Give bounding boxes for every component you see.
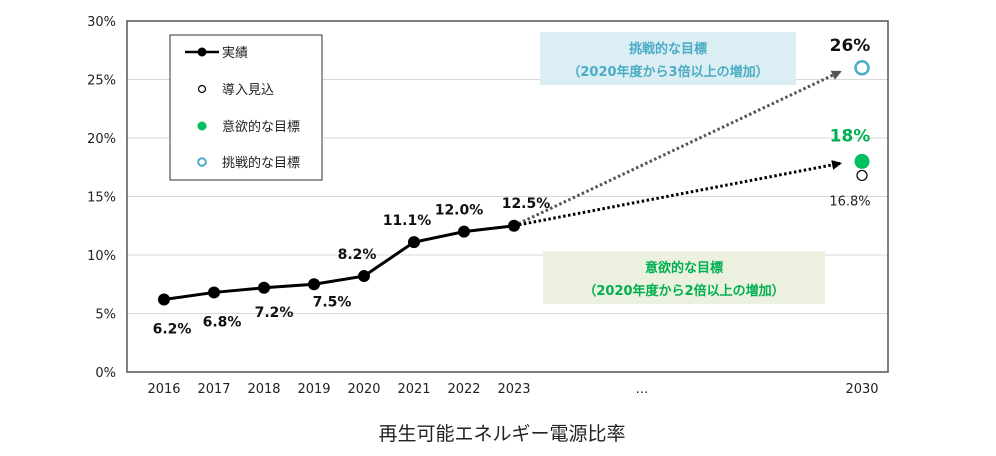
- data-label-2017: 6.8%: [203, 314, 242, 330]
- y-tick-label: 30%: [87, 15, 116, 30]
- x-tick-label: 2022: [447, 382, 480, 397]
- actual-point-2018: [258, 281, 270, 294]
- actual-point-2020: [358, 270, 370, 283]
- data-label-challenge: 26%: [830, 36, 871, 56]
- annotation-challenge-line2: （2020年度から3倍以上の増加）: [567, 64, 768, 80]
- arrow-to-ambitious-target: [513, 159, 842, 228]
- annotation-ambitious: 意欲的な目標 （2020年度から2倍以上の増加）: [543, 251, 825, 304]
- annotation-ambitious-line1: 意欲的な目標: [645, 260, 723, 276]
- x-tick-label: 2023: [497, 382, 530, 397]
- data-labels: 6.2% 6.8% 7.2% 7.5% 8.2% 11.1%12.0% 12.5% 26% 18…: [153, 36, 871, 338]
- annotation-ambitious-line2: （2020年度から2倍以上の増加）: [583, 283, 784, 299]
- plot-area-frame: [126, 20, 889, 373]
- legend-box: [169, 34, 323, 181]
- chart-title: 再生可能エネルギー電源比率: [378, 423, 625, 445]
- x-tick-label: 2021: [397, 382, 430, 397]
- annotation-challenge: 挑戦的な目標 （2020年度から3倍以上の増加）: [540, 32, 796, 85]
- y-axis-ticks: 0% 5% 10% 15% 20% 25% 30%: [87, 15, 116, 381]
- x-tick-label: 2018: [247, 382, 280, 397]
- annotation-challenge-bg: [540, 32, 796, 85]
- challenge-target-point: [854, 60, 870, 76]
- data-label-2023: 12.5%: [502, 196, 551, 212]
- actual-point-2017: [208, 286, 220, 299]
- annotation-challenge-line1: 挑戦的な目標: [629, 41, 707, 57]
- annotation-ambitious-bg: [543, 251, 825, 304]
- legend-challenge-marker-icon: [197, 157, 207, 167]
- x-axis-ticks: 2016 2017 2018 2019 2020 2021 2022 2023 … 2030: [147, 382, 878, 397]
- series-marks: [158, 60, 870, 306]
- actual-point-2021: [408, 236, 420, 249]
- y-tick-label: 20%: [87, 132, 116, 147]
- expected-point: [856, 169, 868, 182]
- x-tick-label: …: [636, 382, 649, 397]
- data-label-2019: 7.5%: [313, 294, 352, 310]
- actual-point-2023: [508, 219, 520, 232]
- y-tick-label: 10%: [87, 249, 116, 264]
- data-label-expected: 16.8%: [829, 194, 870, 209]
- legend-label-expected: 導入見込: [222, 83, 274, 98]
- y-tick-label: 15%: [87, 191, 116, 206]
- actual-series-line: [163, 224, 515, 301]
- legend-label-actual: 実績: [222, 45, 248, 61]
- arrow-to-challenge-target: [513, 70, 842, 228]
- legend-label-challenge: 挑戦的な目標: [222, 155, 300, 171]
- actual-point-2016: [158, 293, 170, 306]
- y-tick-label: 5%: [95, 308, 116, 323]
- projection-arrows: [513, 70, 842, 228]
- data-label-2022: 12.0%: [435, 203, 484, 219]
- data-label-ambitious: 18%: [830, 126, 871, 146]
- data-label-2021: 11.1%: [383, 213, 432, 229]
- data-label-2016: 6.2%: [153, 321, 192, 337]
- legend-label-ambitious: 意欲的な目標: [222, 119, 300, 135]
- ambitious-target-point: [854, 153, 870, 169]
- x-tick-label: 2030: [845, 382, 878, 397]
- legend-actual-marker-icon: [197, 47, 207, 57]
- x-tick-label: 2020: [347, 382, 380, 397]
- y-tick-label: 25%: [87, 74, 116, 89]
- legend-ambitious-marker-icon: [197, 121, 207, 131]
- y-tick-label: 0%: [95, 366, 116, 381]
- legend-expected-marker-icon: [197, 84, 207, 94]
- actual-point-2022: [458, 225, 470, 238]
- data-label-2020: 8.2%: [338, 247, 377, 263]
- data-label-2018: 7.2%: [255, 305, 294, 321]
- x-tick-label: 2019: [297, 382, 330, 397]
- x-tick-label: 2016: [147, 382, 180, 397]
- x-tick-label: 2017: [197, 382, 230, 397]
- legend: 実績 導入見込 意欲的な目標 挑戦的な目標: [169, 34, 323, 181]
- actual-point-2019: [308, 278, 320, 291]
